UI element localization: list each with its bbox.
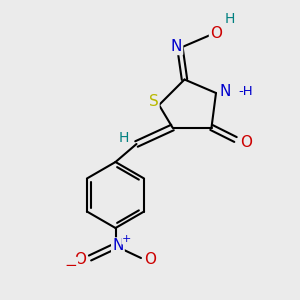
Text: O: O — [210, 26, 222, 40]
Text: N: N — [171, 39, 182, 54]
Text: −: − — [64, 258, 77, 273]
Text: N: N — [112, 238, 124, 253]
Text: S: S — [149, 94, 158, 109]
Text: O: O — [144, 252, 156, 267]
Text: +: + — [122, 233, 132, 244]
Text: N: N — [219, 84, 231, 99]
Text: O: O — [74, 252, 86, 267]
Text: -H: -H — [238, 85, 253, 98]
Text: H: H — [119, 131, 129, 145]
Text: H: H — [224, 12, 235, 26]
Text: O: O — [240, 135, 252, 150]
